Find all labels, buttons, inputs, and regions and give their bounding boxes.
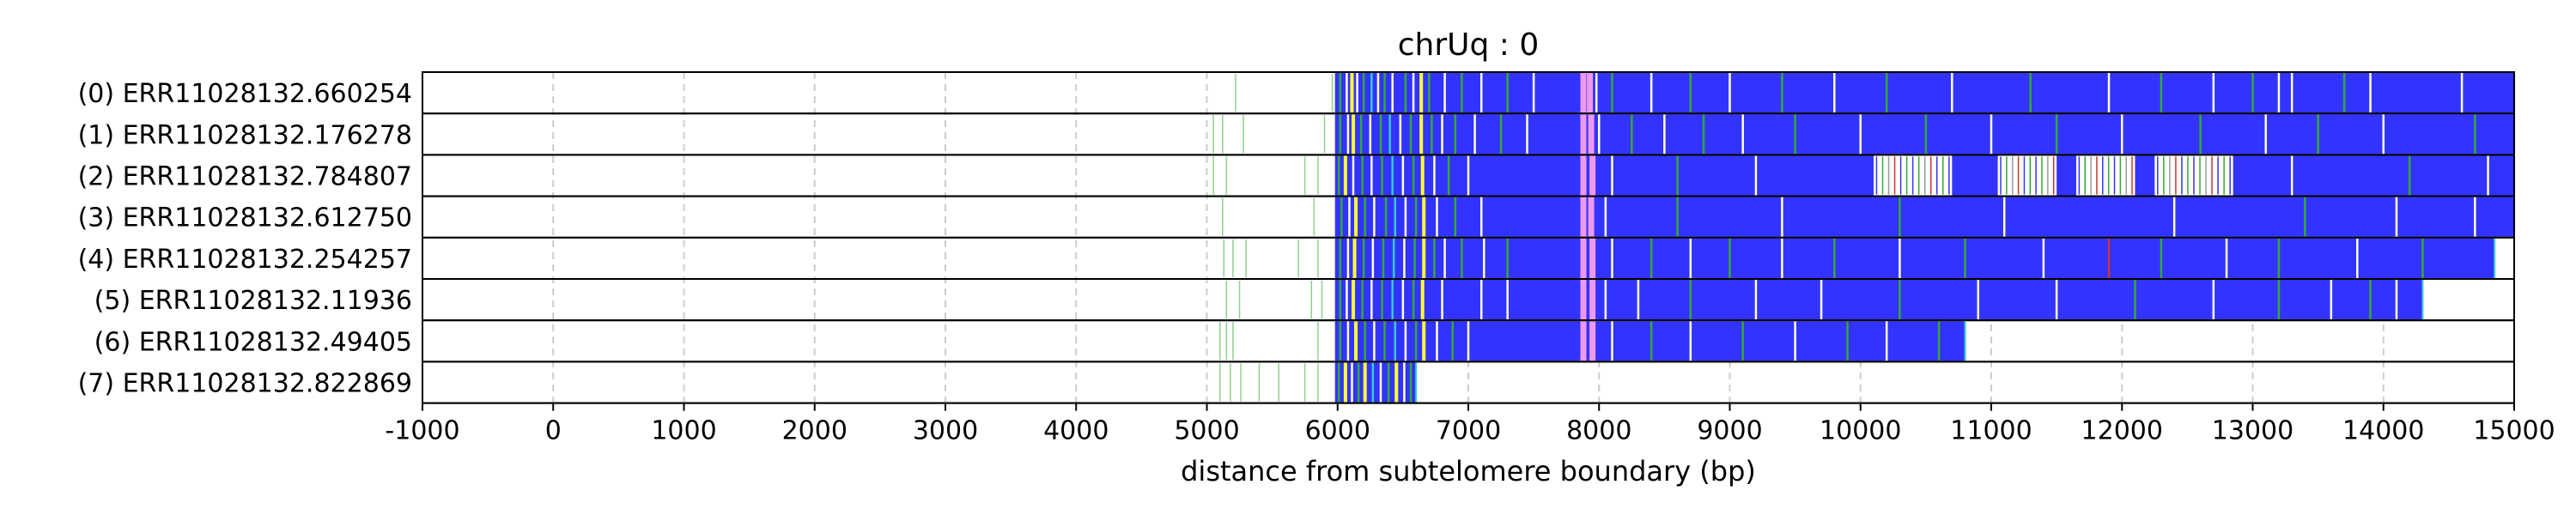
rows-layer: (0) ERR11028132.660254 (1) ERR11028132.17… [78,71,2515,404]
read-0-repeat-block [1334,73,2514,113]
read-0-label: (0) ERR11028132.660254 [78,79,412,109]
x-tick-label-0: -1000 [385,416,459,446]
x-tick-label-1: 0 [545,416,562,446]
read-7-label: (7) ERR11028132.822869 [78,369,412,399]
read-row-5: (5) ERR11028132.11936 [94,278,2515,322]
x-tick-label-3: 2000 [782,416,848,446]
read-2-gap-1 [1997,155,2057,196]
read-1-repeat-block [1334,114,2514,154]
x-tick-label-11: 10000 [1820,416,1901,446]
x-tick-label-4: 3000 [913,416,978,446]
read-1-label: (1) ERR11028132.176278 [78,120,412,150]
axis-layer: -1000 0 1000 2000 3000 4000 5000 6000 7000 8000 90… [385,71,2555,446]
read-row-1: (1) ERR11028132.176278 [78,112,2515,156]
read-6-label: (6) ERR11028132.49405 [94,327,412,357]
chart-title: chrUq : 0 [1398,27,1540,63]
read-row-6: (6) ERR11028132.49405 [94,319,2515,363]
x-tick-label-5: 4000 [1043,416,1109,446]
read-4-label: (4) ERR11028132.254257 [78,245,412,275]
read-5-repeat-block [1334,280,2423,320]
read-row-2: (2) ERR11028132.784807 [78,154,2515,197]
read-4-repeat-block [1334,238,2495,278]
read-3-repeat-block [1334,197,2514,237]
read-3-label: (3) ERR11028132.612750 [78,203,412,233]
x-axis-label: distance from subtelomere boundary (bp) [1181,455,1756,488]
x-tick-label-14: 13000 [2212,416,2293,446]
read-row-0: (0) ERR11028132.660254 [78,71,2515,115]
x-tick-label-12: 11000 [1950,416,2032,446]
read-row-4: (4) ERR11028132.254257 [78,236,2515,280]
x-tick-label-15: 14000 [2342,416,2424,446]
x-tick-label-10: 9000 [1697,416,1762,446]
x-tick-label-13: 12000 [2081,416,2163,446]
x-tick-label-7: 6000 [1305,416,1370,446]
read-2-gap-2 [2075,155,2136,196]
read-6-repeat-block [1334,321,1965,361]
x-tick-label-9: 8000 [1566,416,1631,446]
read-row-7: (7) ERR11028132.822869 [78,360,2515,404]
x-tick-label-8: 7000 [1436,416,1501,446]
read-5-label: (5) ERR11028132.11936 [94,286,412,316]
read-7-repeat-block [1334,362,1417,403]
x-tick-label-16: 15000 [2473,416,2555,446]
read-2-label: (2) ERR11028132.784807 [78,162,412,192]
x-tick-label-6: 5000 [1174,416,1239,446]
x-tick-label-2: 1000 [651,416,716,446]
read-row-3: (3) ERR11028132.612750 [78,195,2515,239]
